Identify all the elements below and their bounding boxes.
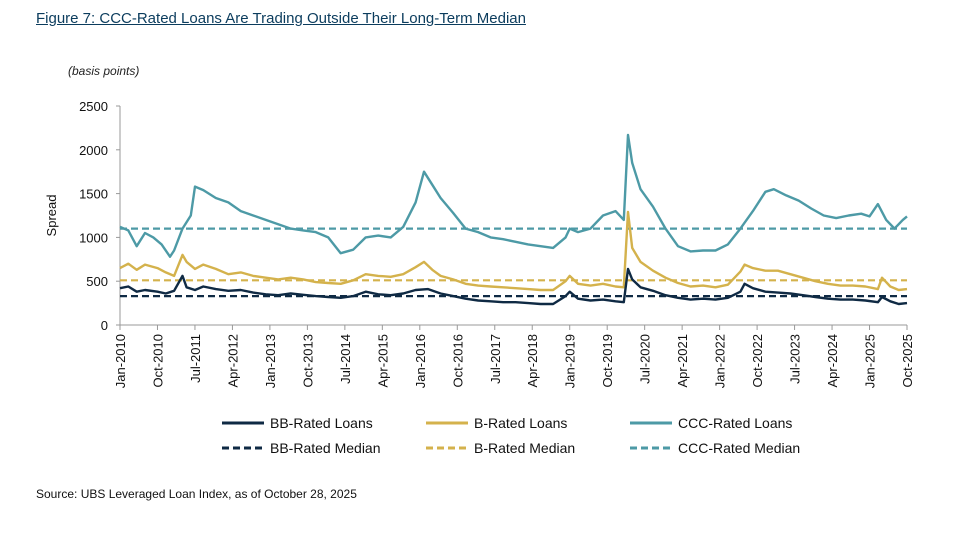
unit-label: (basis points): [68, 64, 140, 78]
x-tick-label: Oct-2013: [300, 334, 315, 387]
y-tick-label: 1000: [79, 230, 108, 245]
x-tick-label: Jul-2014: [338, 334, 353, 384]
x-tick-label: Jan-2019: [563, 334, 578, 388]
x-tick-label: Apr-2021: [675, 334, 690, 387]
x-tick-label: Jan-2013: [263, 334, 278, 388]
x-tick-label: Oct-2025: [900, 334, 915, 387]
y-axis-title: Spread: [44, 195, 59, 237]
x-tick-label: Oct-2010: [150, 334, 165, 387]
y-tick-label: 1500: [79, 187, 108, 202]
x-tick-label: Jan-2016: [413, 334, 428, 388]
x-tick-label: Jul-2023: [788, 334, 803, 384]
x-tick-label: Jan-2010: [113, 334, 128, 388]
x-tick-label: Apr-2024: [825, 334, 840, 387]
x-tick-label: Apr-2018: [525, 334, 540, 387]
source-note: Source: UBS Leveraged Loan Index, as of …: [36, 487, 357, 501]
x-tick-label: Jul-2020: [638, 334, 653, 384]
x-tick-label: Jan-2025: [863, 334, 878, 388]
x-tick-label: Apr-2015: [375, 334, 390, 387]
legend-label: BB-Rated Median: [270, 440, 381, 456]
series-layer: [119, 133, 908, 306]
figure-title: Figure 7: CCC-Rated Loans Are Trading Ou…: [36, 10, 526, 27]
x-tick-label: Oct-2022: [750, 334, 765, 387]
y-tick-label: 2000: [79, 143, 108, 158]
legend-label: CCC-Rated Loans: [678, 415, 792, 431]
legend-label: B-Rated Loans: [474, 415, 567, 431]
series-b-rated-loans: [119, 210, 908, 292]
series-bb-rated-loans: [119, 267, 908, 306]
series-ccc-rated-loans: [119, 133, 908, 258]
y-tick-label: 0: [101, 318, 108, 333]
x-tick-label: Jan-2022: [713, 334, 728, 388]
x-tick-label: Jul-2011: [188, 334, 203, 383]
legend-label: CCC-Rated Median: [678, 440, 800, 456]
chart-axes: 0 500 1000 1500 2000 2500 Spread Jan-2010 Oct-20…: [44, 99, 915, 388]
x-tick-label: Jul-2017: [488, 334, 503, 384]
x-tick-label: Oct-2019: [600, 334, 615, 387]
legend-label: BB-Rated Loans: [270, 415, 373, 431]
x-tick-label: Oct-2016: [450, 334, 465, 387]
y-tick-label: 2500: [79, 99, 108, 114]
y-tick-label: 500: [86, 274, 108, 289]
chart-legend: BB-Rated Loans B-Rated Loans CCC-Rated Loa…: [222, 415, 800, 456]
legend-label: B-Rated Median: [474, 440, 575, 456]
x-tick-label: Apr-2012: [225, 334, 240, 387]
